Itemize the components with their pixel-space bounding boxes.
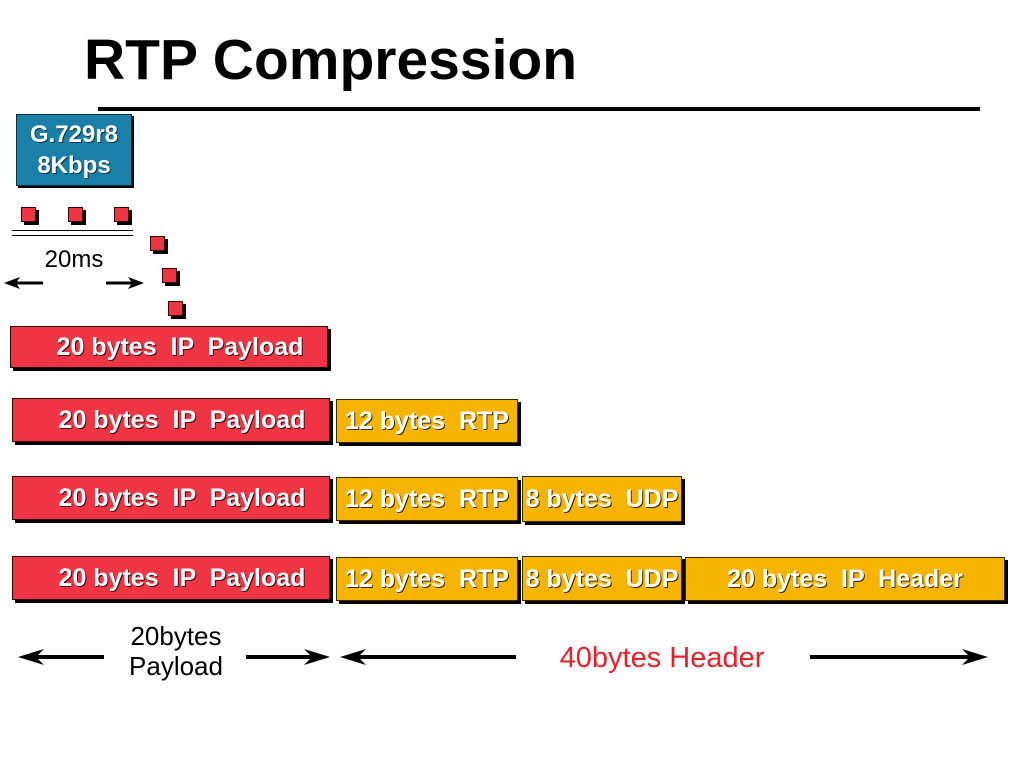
arrowhead: [128, 277, 144, 289]
voice-frame-square: [168, 301, 183, 316]
packet-row-1: 20 bytes IP Payload: [0, 326, 1024, 376]
arrowhead: [962, 649, 988, 665]
arrowhead: [4, 277, 20, 289]
ip-payload-segment: 20 bytes IP Payload: [12, 476, 330, 520]
rtp-header-segment: 12 bytes RTP: [336, 399, 518, 443]
rtp-header-segment: 12 bytes RTP: [336, 477, 518, 521]
codec-rate: 8Kbps: [37, 152, 111, 179]
voice-frame-square: [114, 207, 129, 222]
payload-span-label: 20bytes Payload: [106, 621, 246, 681]
arrowhead: [18, 649, 44, 665]
header-span-label: 40bytes Header: [559, 642, 765, 674]
interval-arrow-right: [106, 277, 144, 289]
packet-row-2: 20 bytes IP Payload 12 bytes RTP: [0, 398, 1024, 448]
ip-payload-segment: 20 bytes IP Payload: [12, 398, 330, 442]
packet-row-3: 20 bytes IP Payload 12 bytes RTP 8 bytes…: [0, 476, 1024, 526]
voice-frame-square: [162, 268, 177, 283]
payload-span-arrow-right: [246, 649, 330, 665]
rtp-header-segment: 12 bytes RTP: [336, 557, 518, 601]
voice-frame-square: [150, 236, 165, 251]
header-span-arrow-left: [340, 649, 516, 665]
frame-interval-label: 20ms: [44, 246, 104, 273]
payload-span-label-line1: 20bytes: [130, 621, 222, 651]
packet-row-4: 20 bytes IP Payload 12 bytes RTP 8 bytes…: [0, 556, 1024, 606]
arrowhead: [340, 649, 366, 665]
codec-box: G.729r8 8Kbps: [16, 114, 132, 186]
ip-payload-segment: 20 bytes IP Payload: [12, 556, 330, 600]
voice-frame-square: [68, 207, 83, 222]
udp-header-segment: 8 bytes UDP: [522, 556, 682, 601]
title-underline: [98, 107, 980, 111]
interval-arrow-left: [4, 277, 43, 289]
payload-span-arrow-left: [18, 649, 104, 665]
frame-interval-bracket: [12, 230, 133, 236]
ip-header-segment: 20 bytes IP Header: [685, 557, 1005, 601]
voice-frame-square: [21, 207, 36, 222]
udp-header-segment: 8 bytes UDP: [522, 476, 682, 522]
payload-span-label-line2: Payload: [129, 651, 223, 681]
arrowhead: [304, 649, 330, 665]
slide-title: RTP Compression: [84, 28, 578, 92]
codec-name: G.729r8: [29, 121, 119, 148]
header-span-arrow-right: [810, 649, 988, 665]
ip-payload-segment: 20 bytes IP Payload: [10, 326, 328, 368]
